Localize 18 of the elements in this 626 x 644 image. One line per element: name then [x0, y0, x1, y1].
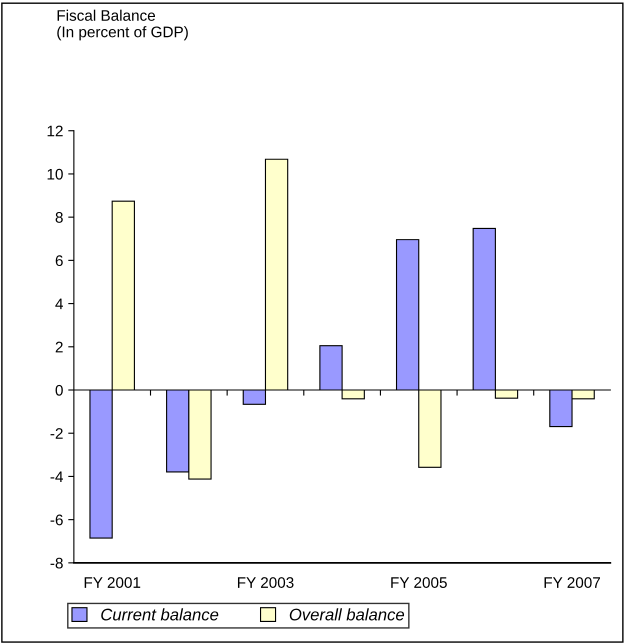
- y-tick-label: -4: [50, 471, 64, 482]
- y-tick-label: 4: [55, 298, 64, 310]
- chart-title: Fiscal Balance (In percent of GDP): [57, 10, 188, 40]
- x-tick-label: FY 2001: [84, 577, 140, 588]
- y-tick-label: -2: [50, 428, 63, 439]
- y-tick-label: -6: [50, 514, 63, 526]
- x-tick-label: FY 2007: [544, 577, 600, 588]
- y-tick-label: 12: [48, 126, 63, 136]
- x-tick-label: FY 2005: [391, 577, 447, 588]
- legend-label: Current balance: [101, 608, 218, 620]
- y-tick-label: 8: [56, 212, 63, 223]
- y-tick-label: 6: [56, 255, 63, 266]
- y-tick-label: -8: [50, 558, 63, 569]
- y-tick-label: 0: [56, 384, 63, 396]
- legend-label: Overall balance: [290, 608, 404, 620]
- y-tick-label: 2: [56, 342, 63, 352]
- y-tick-label: 10: [48, 168, 63, 180]
- x-tick-label: FY 2003: [238, 577, 294, 588]
